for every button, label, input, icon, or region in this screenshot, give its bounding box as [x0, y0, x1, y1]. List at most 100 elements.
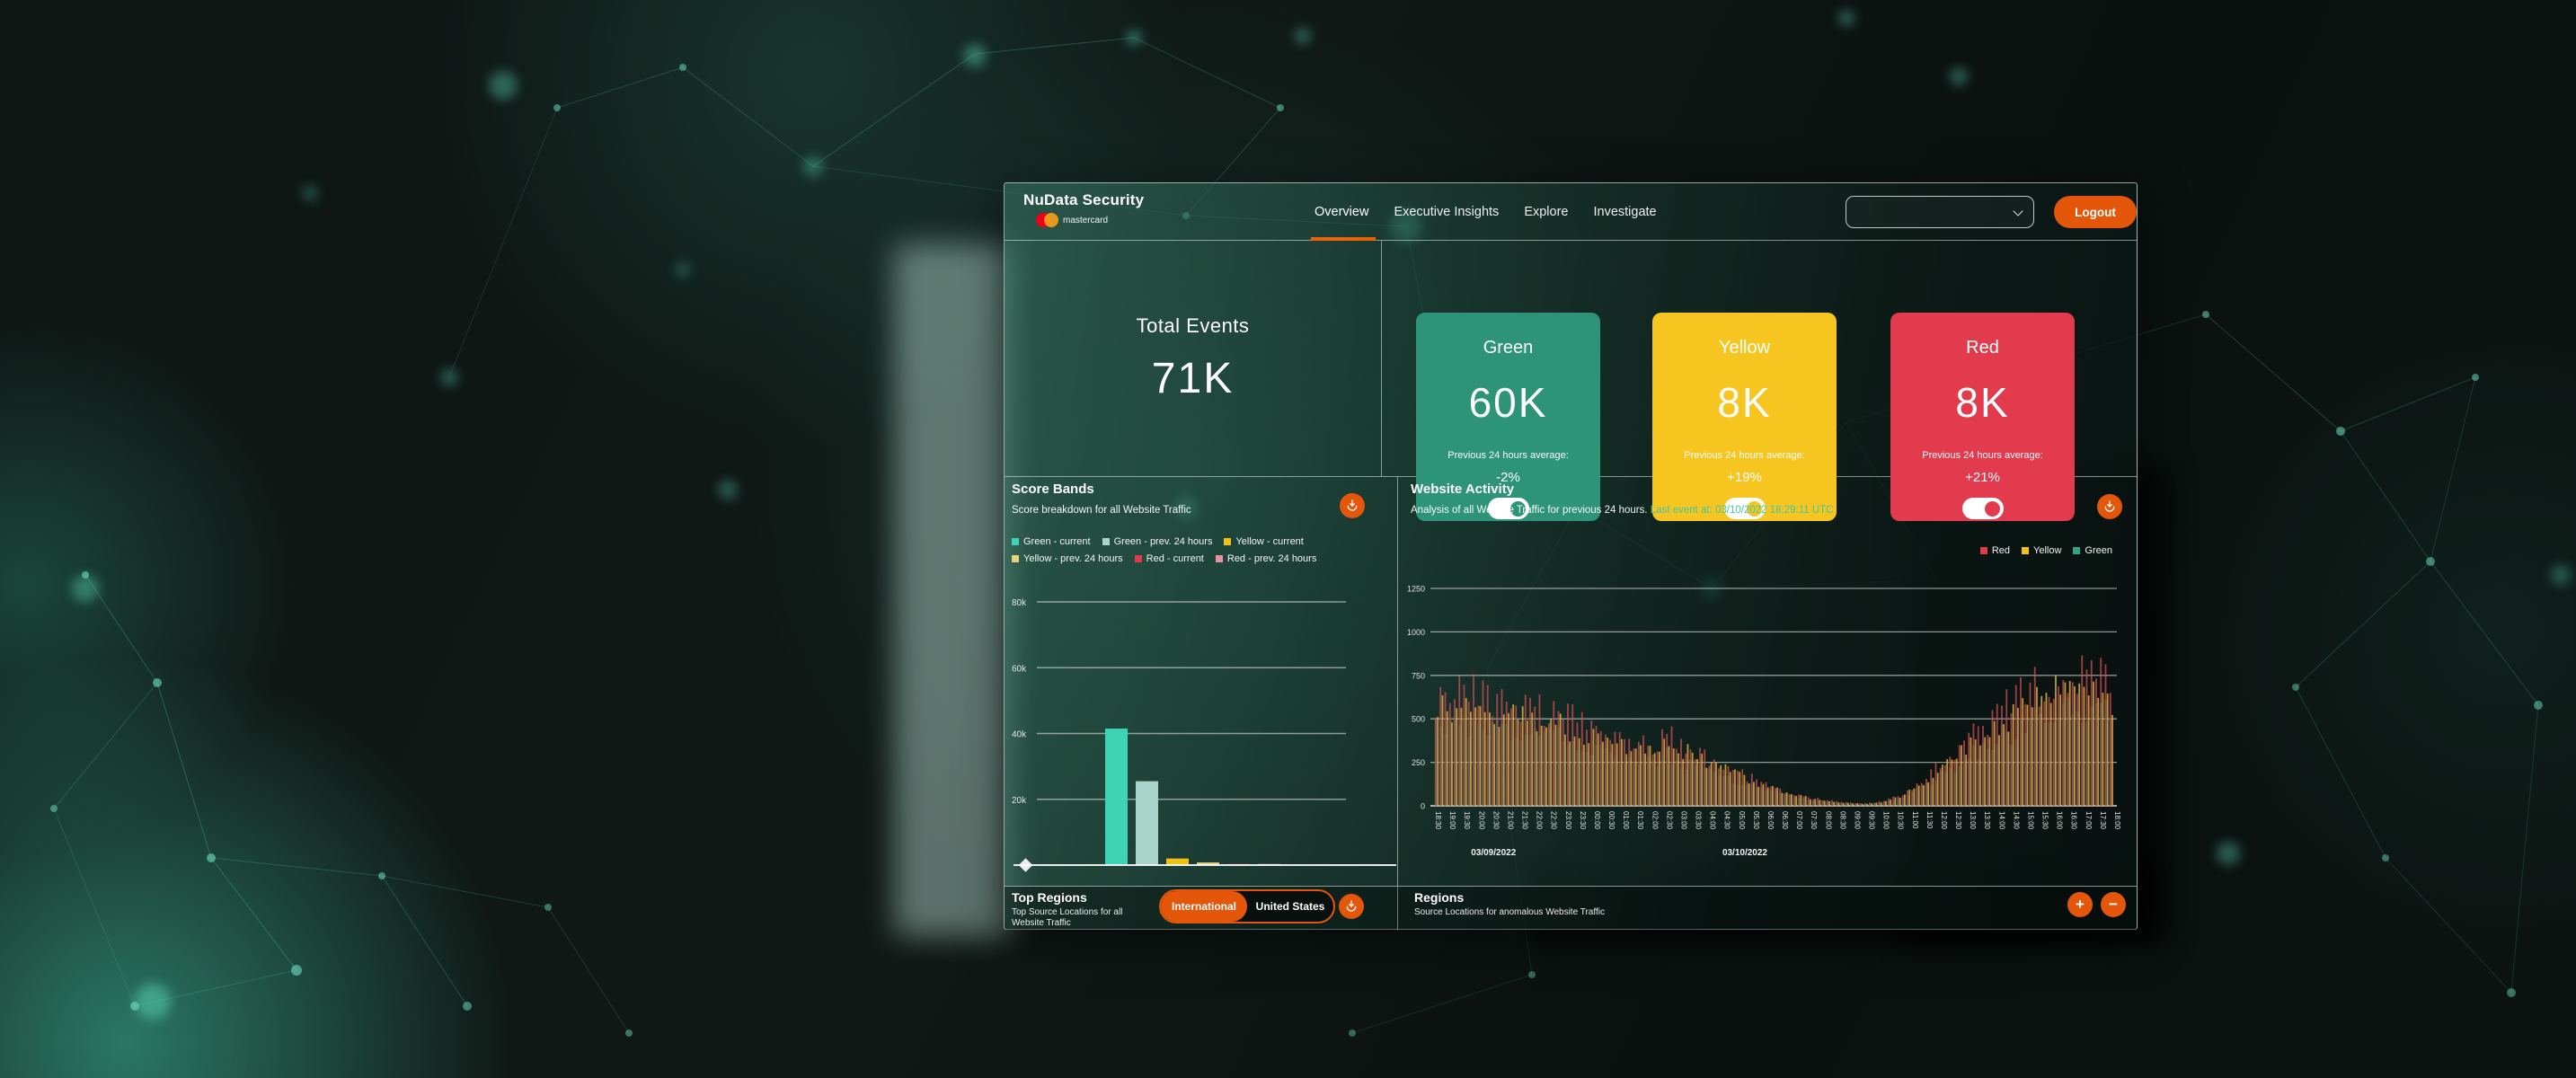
svg-text:04:30: 04:30: [1723, 811, 1731, 830]
svg-text:16:00: 16:00: [2056, 811, 2064, 830]
svg-text:06:30: 06:30: [1781, 811, 1789, 830]
svg-text:14:00: 14:00: [1997, 811, 2005, 830]
legend-item: Yellow: [2022, 545, 2061, 556]
top-regions-subtitle: Top Source Locations for all Website Tra…: [1012, 907, 1123, 928]
dashboard-window: NuData Security mastercard Overview Exec…: [1004, 182, 2138, 930]
svg-text:03/09/2022: 03/09/2022: [1471, 848, 1516, 858]
legend-label: Green - current: [1023, 536, 1091, 547]
card-title: Red: [1966, 338, 1999, 358]
download-button[interactable]: [2097, 494, 2122, 519]
legend-swatch-icon: [1215, 555, 1223, 562]
svg-text:03:00: 03:00: [1679, 811, 1687, 830]
svg-text:750: 750: [1412, 671, 1425, 680]
legend-label: Yellow - current: [1235, 536, 1304, 547]
score-bands-legend: Green - current Green - prev. 24 hours Yel…: [1012, 536, 1371, 570]
svg-text:20:30: 20:30: [1492, 811, 1500, 830]
website-activity-legend: Red Yellow Green: [1979, 545, 2124, 562]
svg-text:20:00: 20:00: [1477, 811, 1485, 830]
legend-swatch-icon: [1012, 555, 1019, 562]
charts-row: Score Bands Score breakdown for all Webs…: [1005, 477, 2137, 886]
legend-label: Green: [2085, 545, 2112, 556]
regions-section: Regions Source Locations for anomalous W…: [1398, 887, 2137, 930]
website-activity-subtitle: Analysis of all Website Traffic for prev…: [1411, 505, 1834, 516]
svg-text:60k: 60k: [1012, 664, 1027, 674]
legend-label: Red: [1991, 545, 2011, 556]
card-delta: +21%: [1965, 470, 2000, 485]
nav-tab-investigate[interactable]: Investigate: [1593, 204, 1657, 219]
svg-text:01:30: 01:30: [1636, 811, 1644, 830]
toggle-knob: [1509, 500, 1526, 517]
svg-text:23:30: 23:30: [1579, 811, 1587, 830]
svg-text:23:00: 23:00: [1564, 811, 1572, 830]
toggle-knob: [1746, 500, 1762, 517]
svg-text:07:30: 07:30: [1810, 811, 1818, 830]
card-title: Green: [1483, 338, 1534, 358]
total-events-label: Total Events: [1136, 314, 1250, 337]
score-bands-title: Score Bands: [1012, 482, 1094, 497]
svg-text:09:00: 09:00: [1853, 811, 1861, 830]
svg-text:13:00: 13:00: [1969, 811, 1977, 830]
svg-text:22:00: 22:00: [1536, 811, 1544, 830]
card-avg-label: Previous 24 hours average:: [1447, 450, 1569, 461]
card-value: 8K: [1955, 379, 2010, 426]
kpi-card-green: Green 60K Previous 24 hours average: -2%: [1416, 313, 1600, 521]
download-icon: [1346, 900, 1357, 912]
score-bands-panel: Score Bands Score breakdown for all Webs…: [1005, 477, 1398, 886]
card-title: Yellow: [1718, 338, 1771, 358]
svg-text:04:00: 04:00: [1709, 811, 1717, 830]
website-activity-title: Website Activity: [1411, 482, 1515, 497]
legend-item: Green - prev. 24 hours: [1102, 536, 1212, 547]
brand-block: NuData Security mastercard: [1023, 191, 1144, 227]
download-icon: [1347, 499, 1358, 511]
card-delta: -2%: [1496, 470, 1520, 485]
regions-subtitle: Source Locations for anomalous Website T…: [1414, 907, 1605, 917]
legend-item: Red - current: [1134, 553, 1204, 564]
download-button[interactable]: [1339, 894, 1364, 919]
svg-text:250: 250: [1412, 758, 1425, 767]
svg-text:1250: 1250: [1407, 585, 1425, 594]
legend-item: Yellow - prev. 24 hours: [1012, 553, 1123, 564]
card-delta: +19%: [1727, 470, 1762, 485]
svg-text:11:00: 11:00: [1911, 811, 1919, 829]
card-toggle[interactable]: [1723, 498, 1766, 519]
legend-label: Yellow - prev. 24 hours: [1023, 553, 1123, 564]
mastercard-logo: mastercard: [1036, 213, 1108, 227]
nav-tab-overview[interactable]: Overview: [1310, 183, 1377, 241]
svg-text:15:30: 15:30: [2041, 811, 2049, 830]
svg-text:21:30: 21:30: [1521, 811, 1529, 830]
segment-international[interactable]: International: [1161, 891, 1247, 922]
legend-swatch-icon: [1102, 538, 1110, 545]
svg-text:09:30: 09:30: [1868, 811, 1876, 830]
kpi-card-yellow: Yellow 8K Previous 24 hours average: +19…: [1652, 313, 1837, 521]
legend-label: Red - current: [1146, 553, 1204, 564]
svg-text:20k: 20k: [1012, 796, 1027, 806]
svg-text:17:00: 17:00: [2085, 811, 2093, 830]
download-button[interactable]: [1340, 493, 1365, 518]
kpi-card-red: Red 8K Previous 24 hours average: +21%: [1890, 313, 2075, 521]
account-select[interactable]: [1846, 196, 2034, 228]
card-avg-label: Previous 24 hours average:: [1684, 450, 1805, 461]
map-zoom-in-button[interactable]: +: [2067, 892, 2093, 917]
download-icon: [2104, 500, 2115, 512]
toggle-knob: [1984, 500, 2000, 517]
regions-title: Regions: [1414, 890, 1465, 905]
card-toggle[interactable]: [1487, 498, 1529, 519]
card-toggle[interactable]: [1961, 498, 2004, 519]
top-regions-title: Top Regions: [1012, 890, 1087, 905]
svg-text:08:30: 08:30: [1838, 811, 1846, 830]
legend-label: Yellow: [2033, 545, 2062, 556]
svg-text:15:00: 15:00: [2026, 811, 2034, 830]
svg-text:13:30: 13:30: [1983, 811, 1991, 830]
nav-tab-executive-insights[interactable]: Executive Insights: [1394, 204, 1500, 219]
svg-text:00:30: 00:30: [1607, 811, 1616, 830]
main-nav: Overview Executive Insights Explore Inve…: [1310, 183, 1659, 241]
svg-text:19:00: 19:00: [1448, 811, 1456, 830]
subtitle-text: Analysis of all Website Traffic for prev…: [1411, 505, 1648, 516]
logout-button[interactable]: Logout: [2054, 196, 2137, 228]
svg-text:21:00: 21:00: [1506, 811, 1514, 830]
legend-item: Green: [2073, 545, 2112, 556]
app-header: NuData Security mastercard Overview Exec…: [1005, 183, 2137, 241]
nav-tab-explore[interactable]: Explore: [1524, 204, 1569, 219]
map-zoom-out-button[interactable]: −: [2101, 892, 2126, 917]
segment-united-states[interactable]: United States: [1255, 900, 1325, 913]
